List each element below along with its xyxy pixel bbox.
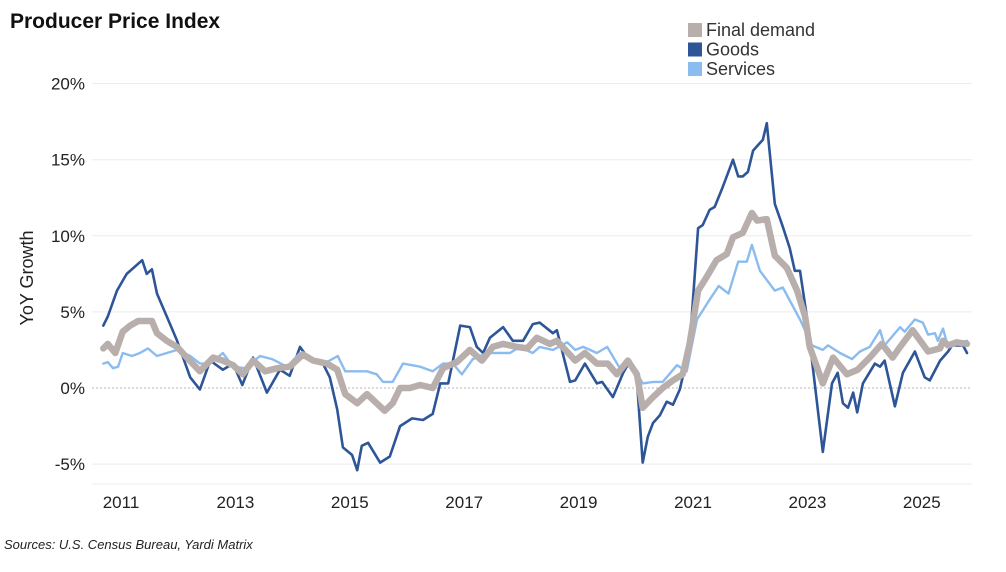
legend-swatch (688, 23, 702, 37)
series-line-goods (102, 121, 969, 472)
x-tick-label: 2023 (788, 493, 826, 512)
x-tick-label: 2013 (216, 493, 254, 512)
x-tick-label: 2019 (560, 493, 598, 512)
y-tick-label: 20% (51, 75, 85, 94)
legend-label: Services (706, 59, 775, 79)
y-tick-label: 10% (51, 227, 85, 246)
chart-title: Producer Price Index (10, 10, 221, 33)
series-line-services (102, 243, 969, 385)
legend-swatch (688, 42, 702, 57)
source-note: Sources: U.S. Census Bureau, Yardi Matri… (4, 537, 253, 552)
x-axis-ticks: 2011 2013 2015 2017 2019 2021 2023 2025 (103, 493, 941, 512)
series-line-final-demand (100, 209, 971, 415)
gridlines (92, 83, 972, 485)
y-tick-label: 15% (51, 151, 85, 170)
y-tick-label: 0% (60, 379, 85, 398)
legend-label: Final demand (706, 20, 815, 40)
y-tick-label: -5% (55, 455, 85, 474)
x-tick-label: 2015 (331, 493, 369, 512)
y-axis-label: YoY Growth (17, 230, 37, 325)
x-tick-label: 2025 (903, 493, 941, 512)
series-lines (100, 121, 971, 472)
legend-label: Goods (706, 40, 759, 60)
x-tick-label: 2011 (103, 493, 140, 512)
x-tick-label: 2021 (674, 493, 712, 512)
x-tick-label: 2017 (445, 493, 483, 512)
y-tick-label: 5% (60, 303, 85, 322)
y-axis-ticks: 20% 15% 10% 5% 0% -5% (51, 75, 85, 475)
legend-swatch (688, 62, 702, 76)
